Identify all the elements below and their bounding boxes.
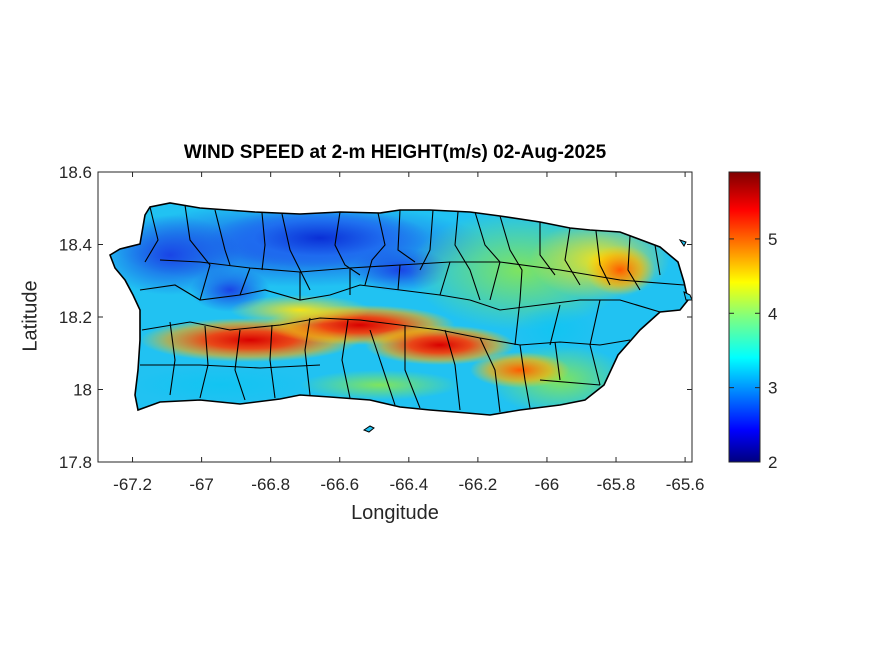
island-coastline <box>109 202 689 416</box>
y-tick-label: 18.6 <box>59 163 92 182</box>
colorbar-tick-label: 4 <box>768 304 777 323</box>
wind-field <box>110 203 688 415</box>
x-axis-label: Longitude <box>351 502 439 524</box>
x-tick-label: -66.8 <box>251 475 290 494</box>
y-axis-label: Latitude <box>19 280 42 352</box>
colorbar-tick-label: 2 <box>768 453 777 472</box>
x-tick-label: -67.2 <box>113 475 152 494</box>
y-tick-label: 18 <box>73 381 92 400</box>
colorbar-ticks: 2 3 4 5 <box>729 230 777 472</box>
colorbar <box>728 171 761 463</box>
y-axis-ticks: 17.8 18 18.2 18.4 18.6 <box>59 163 692 472</box>
x-tick-label: -66 <box>535 475 560 494</box>
y-tick-label: 18.4 <box>59 236 92 255</box>
y-tick-label: 17.8 <box>59 453 92 472</box>
x-tick-label: -66.4 <box>389 475 428 494</box>
x-tick-label: -66.6 <box>320 475 359 494</box>
x-tick-label: -65.6 <box>666 475 705 494</box>
x-tick-label: -66.2 <box>459 475 498 494</box>
colorbar-tick-label: 3 <box>768 379 777 398</box>
map-title: WIND SPEED at 2-m HEIGHT(m/s) 02-Aug-202… <box>183 142 607 163</box>
x-tick-label: -65.8 <box>597 475 636 494</box>
y-tick-label: 18.2 <box>59 308 92 327</box>
caja-de-muertos-island <box>362 425 375 433</box>
colorbar-tick-label: 5 <box>768 230 777 249</box>
municipality-boundaries <box>139 204 685 413</box>
x-tick-label: -67 <box>189 475 214 494</box>
x-axis-ticks: -67.2 -67 -66.8 -66.6 -66.4 -66.2 -66 -65.8 -65.… <box>113 172 704 494</box>
